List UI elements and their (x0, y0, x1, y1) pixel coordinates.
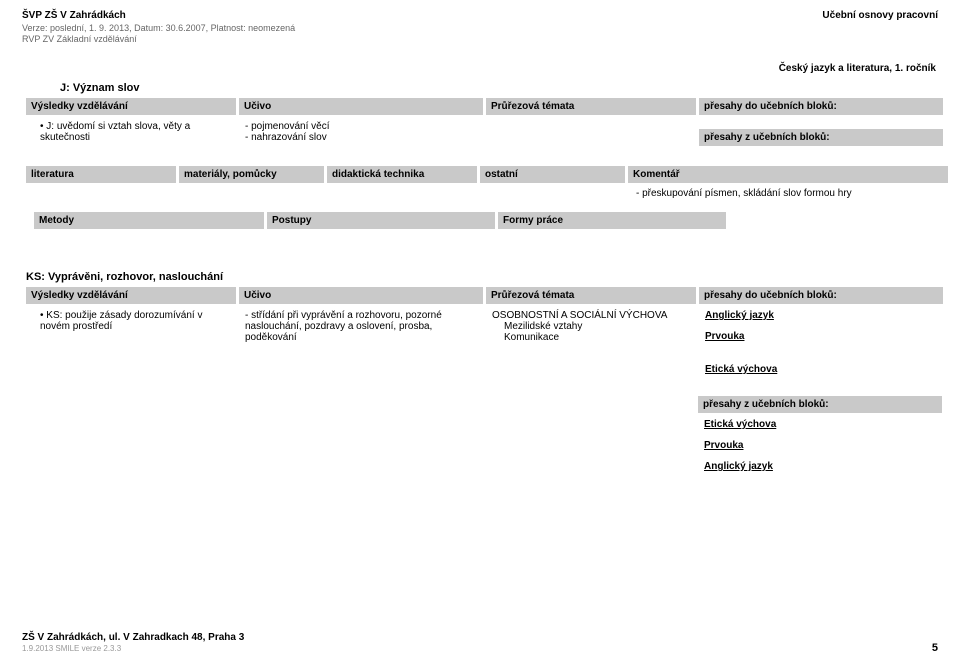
res-ostatni: ostatní (480, 166, 625, 183)
col-header-temata: Průřezová témata (486, 98, 696, 115)
presah-link[interactable]: Prvouka (704, 440, 936, 451)
tema-sub: Komunikace (504, 332, 690, 343)
section-title-jvyznam: J: Význam slov (60, 82, 938, 94)
res-cell (327, 183, 477, 204)
ucivo-cell: - pojmenování věcí - nahrazování slov (239, 115, 483, 146)
section-title-ks: KS: Vyprávěni, rozhovor, naslouchání (26, 271, 938, 283)
page-number: 5 (932, 642, 938, 654)
col-header-ucivo: Učivo (239, 98, 483, 115)
formy-head: Formy práce (498, 212, 726, 229)
col-header-presahy-z: přesahy z učebních bloků: (699, 129, 943, 146)
col-header-ucivo: Učivo (239, 287, 483, 304)
col-header-temata: Průřezová témata (486, 287, 696, 304)
presahy-col: přesahy z učebních bloků: (699, 115, 943, 146)
postupy-head: Postupy (267, 212, 495, 229)
col-header-outcomes: Výsledky vzdělávání (26, 287, 236, 304)
ucivo-cell: - střídání při vyprávění a rozhovoru, po… (239, 304, 483, 378)
header-right: Učební osnovy pracovní (822, 10, 938, 21)
temata-cell: OSOBNOSTNÍ A SOCIÁLNÍ VÝCHOVA Mezilidské… (486, 304, 696, 378)
page-footer: ZŠ V Zahrádkách, ul. V Zahradkach 48, Pr… (22, 631, 938, 654)
postupy-cell (267, 229, 495, 247)
resources-grid: literatura materiály, pomůcky didaktická… (26, 166, 938, 204)
tema-sub: Mezilidské vztahy (504, 321, 690, 332)
presahy-z-cell: Etická výchova Prvouka Anglický jazyk (698, 413, 942, 475)
res-literatura: literatura (26, 166, 176, 183)
presah-link[interactable]: Anglický jazyk (704, 461, 936, 472)
col-header-presahy-do: přesahy do učebních bloků: (699, 98, 943, 115)
methods-grid: Metody Postupy Formy práce (34, 212, 938, 247)
res-cell (480, 183, 625, 204)
presahy-do-cell: Anglický jazyk Prvouka Etická výchova (699, 304, 943, 378)
presah-link[interactable]: Etická výchova (705, 364, 937, 375)
page-header: ŠVP ZŠ V Zahrádkách Verze: poslední, 1. … (22, 10, 938, 45)
temata-cell (486, 115, 696, 146)
col-header-presahy-z: přesahy z učebních bloků: (698, 396, 942, 413)
metody-cell (34, 229, 264, 247)
outcome-text: KS: použije zásady dorozumívání v novém … (26, 304, 236, 378)
res-cell (26, 183, 176, 204)
presahy-z-block: přesahy z učebních bloků: Etická výchova… (698, 396, 942, 475)
section2-grid: Výsledky vzdělávání Učivo Průřezová téma… (26, 287, 938, 378)
res-materialy: materiály, pomůcky (179, 166, 324, 183)
res-cell (179, 183, 324, 204)
header-left: ŠVP ZŠ V Zahrádkách Verze: poslední, 1. … (22, 10, 295, 45)
presah-link[interactable]: Etická výchova (704, 419, 936, 430)
col-header-presahy-do: přesahy do učebních bloků: (699, 287, 943, 304)
presah-link[interactable]: Prvouka (705, 331, 937, 342)
res-didakticka: didaktická technika (327, 166, 477, 183)
section1-grid: Výsledky vzdělávání Učivo Průřezová téma… (26, 98, 938, 146)
footer-left: ZŠ V Zahrádkách, ul. V Zahradkach 48, Pr… (22, 631, 244, 654)
formy-cell (498, 229, 726, 247)
page: ŠVP ZŠ V Zahrádkách Verze: poslední, 1. … (0, 0, 960, 662)
outcome-text: J: uvědomí si vztah slova, věty a skuteč… (26, 115, 236, 146)
footer-generator: 1.9.2013 SMILE verze 2.3.3 (22, 644, 244, 654)
school-name: ŠVP ZŠ V Zahrádkách (22, 10, 295, 23)
presah-link[interactable]: Anglický jazyk (705, 310, 937, 321)
metody-head: Metody (34, 212, 264, 229)
footer-address: ZŠ V Zahrádkách, ul. V Zahradkach 48, Pr… (22, 631, 244, 644)
col-header-outcomes: Výsledky vzdělávání (26, 98, 236, 115)
tema-category: OSOBNOSTNÍ A SOCIÁLNÍ VÝCHOVA (492, 310, 690, 321)
version-line: Verze: poslední, 1. 9. 2013, Datum: 30.6… (22, 23, 295, 34)
rvp-line: RVP ZV Základní vzdělávání (22, 34, 295, 45)
res-komentar-head: Komentář (628, 166, 948, 183)
komentar-text: - přeskupování písmen, skládání slov for… (628, 183, 948, 204)
ucivo-line: - nahrazování slov (245, 132, 477, 143)
subject-grade: Český jazyk a literatura, 1. ročník (22, 63, 936, 74)
ucivo-line: - pojmenování věcí (245, 121, 477, 132)
